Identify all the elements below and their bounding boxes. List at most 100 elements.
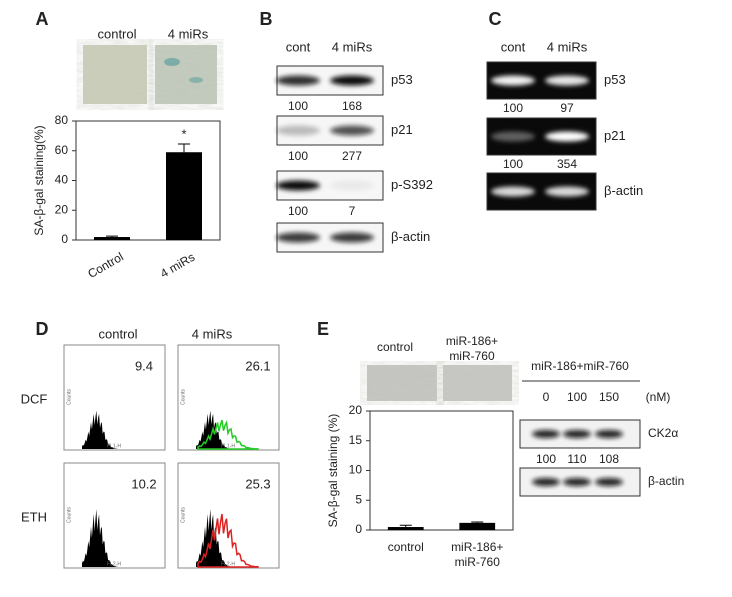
- histogram-value: 10.2: [131, 476, 156, 491]
- histogram-control: [82, 509, 118, 567]
- y-tick-label: 0: [355, 522, 362, 536]
- error-bar: [399, 524, 412, 528]
- band: [276, 125, 320, 136]
- x-tick-label: control: [388, 540, 424, 554]
- band: [276, 180, 320, 191]
- blot-value: 354: [557, 157, 577, 171]
- x-tick-label: 4 miRs: [158, 250, 197, 281]
- panel-label: B: [260, 9, 273, 29]
- x-tick-label: miR-760: [455, 555, 501, 569]
- row-label: DCF: [21, 391, 48, 406]
- histogram-value: 9.4: [135, 358, 153, 373]
- column-label: 4 miRs: [332, 39, 373, 54]
- blot-value: 168: [342, 99, 362, 113]
- bar: [387, 527, 424, 530]
- histogram-frame: [63, 344, 166, 451]
- y-tick-label: 5: [355, 492, 362, 506]
- axis-label: FL1-H: [107, 443, 121, 449]
- y-tick-label: 15: [349, 433, 363, 447]
- panel-label: E: [317, 319, 329, 339]
- band: [532, 430, 560, 438]
- band: [545, 131, 589, 142]
- error-bar: [106, 235, 118, 238]
- band: [545, 186, 589, 197]
- column-label: 4 miRs: [192, 326, 233, 341]
- histogram-value: 25.3: [245, 476, 270, 491]
- band: [330, 180, 374, 191]
- image-label: 4 miRs: [168, 26, 209, 41]
- blot-value: 100: [288, 99, 308, 113]
- panel-label: D: [36, 319, 49, 339]
- axis-label: FL1-H: [221, 443, 235, 449]
- y-tick-label: 20: [349, 403, 363, 417]
- y-tick-label: 10: [349, 463, 363, 477]
- column-label: control: [98, 326, 137, 341]
- blot-label: p-S392: [391, 177, 433, 192]
- histogram-control: [82, 410, 118, 449]
- error-bar: [178, 143, 190, 153]
- y-tick-label: 80: [55, 113, 69, 127]
- blot-label: p21: [391, 122, 413, 137]
- band: [595, 478, 623, 486]
- band: [563, 430, 591, 438]
- axis-label: Counts: [66, 389, 72, 405]
- x-tick-label: miR-186+: [451, 540, 503, 554]
- axis-label: Counts: [66, 507, 72, 523]
- band: [330, 75, 374, 86]
- annotation: *: [181, 126, 186, 141]
- band: [330, 125, 374, 136]
- blot-value: 7: [349, 204, 356, 218]
- blot-label: p21: [604, 128, 626, 143]
- histogram-frame: [63, 462, 166, 569]
- y-tick-label: 0: [61, 232, 68, 246]
- band: [563, 478, 591, 486]
- histogram-treated: [197, 419, 259, 450]
- blot-value: 108: [599, 452, 619, 466]
- histogram-frame: [177, 462, 280, 569]
- blot-value: 100: [503, 101, 523, 115]
- image-label: control: [97, 26, 136, 41]
- axis-label: Counts: [180, 507, 186, 523]
- blot-value: 110: [567, 452, 586, 466]
- y-axis-label: SA-β-gal staining (%): [326, 414, 340, 528]
- blot-value: 277: [342, 149, 362, 163]
- image-label: miR-760: [449, 349, 495, 363]
- bar: [459, 522, 496, 530]
- band: [276, 232, 320, 243]
- bar: [94, 237, 130, 240]
- band: [491, 131, 535, 142]
- blot-label: p53: [604, 72, 626, 87]
- x-tick-label: Control: [85, 250, 126, 281]
- y-tick-label: 60: [55, 143, 69, 157]
- bar: [166, 152, 202, 240]
- band: [595, 430, 623, 438]
- band: [532, 478, 560, 486]
- histogram-treated: [197, 513, 259, 568]
- histogram-value: 26.1: [245, 358, 270, 373]
- dose-label: 0: [543, 390, 550, 404]
- image-label: control: [377, 340, 413, 354]
- band: [491, 75, 535, 86]
- band: [276, 75, 320, 86]
- blot-value: 100: [288, 149, 308, 163]
- blot-label: β-actin: [391, 229, 430, 244]
- axis-label: FL2-H: [221, 561, 235, 567]
- column-label: cont: [286, 39, 311, 54]
- image-label: miR-186+: [446, 334, 498, 348]
- panel-label: A: [36, 9, 49, 29]
- axis-label: Counts: [180, 389, 186, 405]
- treatment-label: miR-186+miR-760: [531, 359, 629, 373]
- panel-label: C: [489, 9, 502, 29]
- y-axis-label: SA-β-gal staining(%): [32, 125, 46, 235]
- error-bar: [471, 521, 484, 523]
- y-tick-label: 20: [55, 202, 69, 216]
- blot-value: 100: [536, 452, 556, 466]
- y-tick-label: 40: [55, 173, 69, 187]
- unit-label: (nM): [646, 390, 671, 404]
- micrographs: [83, 45, 512, 401]
- dose-label: 150: [599, 390, 619, 404]
- column-label: cont: [501, 39, 526, 54]
- axis-label: FL2-H: [107, 561, 121, 567]
- blot-value: 100: [288, 204, 308, 218]
